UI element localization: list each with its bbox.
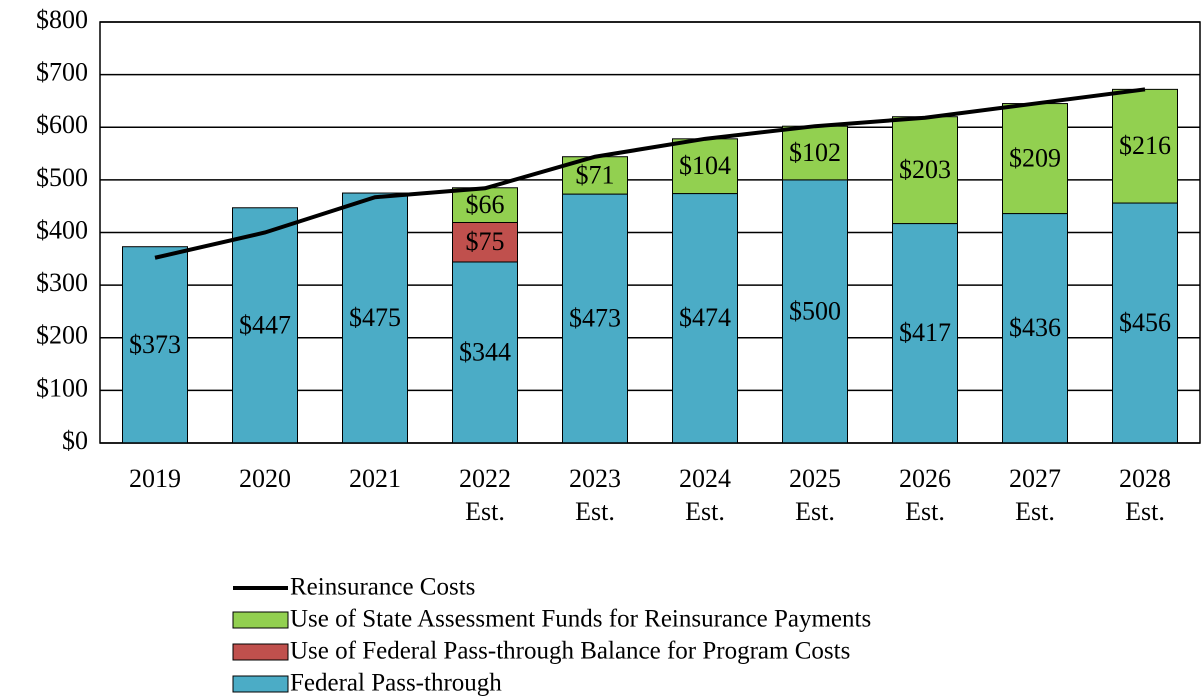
bar-segment: [892, 116, 958, 225]
y-tick-label: $0: [62, 426, 88, 455]
y-tick-label: $200: [36, 321, 88, 350]
line: [154, 87, 1146, 260]
data-label: $203: [899, 155, 951, 184]
data-label: $344: [459, 337, 511, 366]
legend-swatch: [232, 611, 289, 629]
legend-label: Use of Federal Pass-through Balance for …: [290, 638, 850, 665]
y-tick-label: $700: [36, 58, 88, 87]
data-label: $102: [789, 138, 841, 167]
y-tick-label: $600: [36, 110, 88, 139]
x-tick-label: 2019: [129, 464, 181, 493]
data-label: $66: [466, 190, 505, 219]
y-tick-label: $800: [36, 5, 88, 34]
y-tick-label: $500: [36, 163, 88, 192]
x-tick-label: 2025 Est.: [789, 464, 841, 526]
bar-segment: [672, 193, 738, 444]
data-label: $373: [129, 330, 181, 359]
legend-label: Reinsurance Costs: [290, 574, 475, 601]
legend-label: Use of State Assessment Funds for Reinsu…: [290, 606, 871, 633]
data-label: $436: [1009, 313, 1061, 342]
data-label: $209: [1009, 144, 1061, 173]
data-label: $104: [679, 151, 731, 180]
x-tick-label: 2027 Est.: [1009, 464, 1061, 526]
plot-border: [99, 21, 1201, 444]
y-tick-label: $100: [36, 373, 88, 402]
legend-swatch: [232, 675, 289, 693]
data-label: $71: [576, 160, 615, 189]
x-tick-label: 2028 Est.: [1119, 464, 1171, 526]
x-tick-label: 2020: [239, 464, 291, 493]
x-tick-label: 2021: [349, 464, 401, 493]
bar-segment: [782, 125, 848, 181]
bar-segment: [1112, 88, 1178, 204]
bar-segment: [1002, 213, 1068, 444]
data-label: $473: [569, 304, 621, 333]
x-tick-label: 2023 Est.: [569, 464, 621, 526]
y-tick-label: $400: [36, 215, 88, 244]
bar-segment: [672, 138, 738, 195]
data-label: $417: [899, 318, 951, 347]
x-tick-label: 2024 Est.: [679, 464, 731, 526]
y-tick-label: $300: [36, 268, 88, 297]
data-label: $447: [239, 310, 291, 339]
data-label: $475: [349, 303, 401, 332]
data-label: $456: [1119, 308, 1171, 337]
bar-segment: [1002, 103, 1068, 215]
data-label: $216: [1119, 131, 1171, 160]
x-tick-label: 2022 Est.: [459, 464, 511, 526]
data-label: $500: [789, 296, 841, 325]
x-tick-label: 2026 Est.: [899, 464, 951, 526]
bar-segment: [892, 223, 958, 444]
legend-swatch: [232, 643, 289, 661]
bar-segment: [1112, 202, 1178, 444]
bar-segment: [122, 246, 188, 444]
bar-segment: [452, 187, 518, 224]
data-label: $474: [679, 303, 731, 332]
legend-label: Federal Pass-through: [290, 670, 502, 696]
data-label: $75: [466, 227, 505, 256]
